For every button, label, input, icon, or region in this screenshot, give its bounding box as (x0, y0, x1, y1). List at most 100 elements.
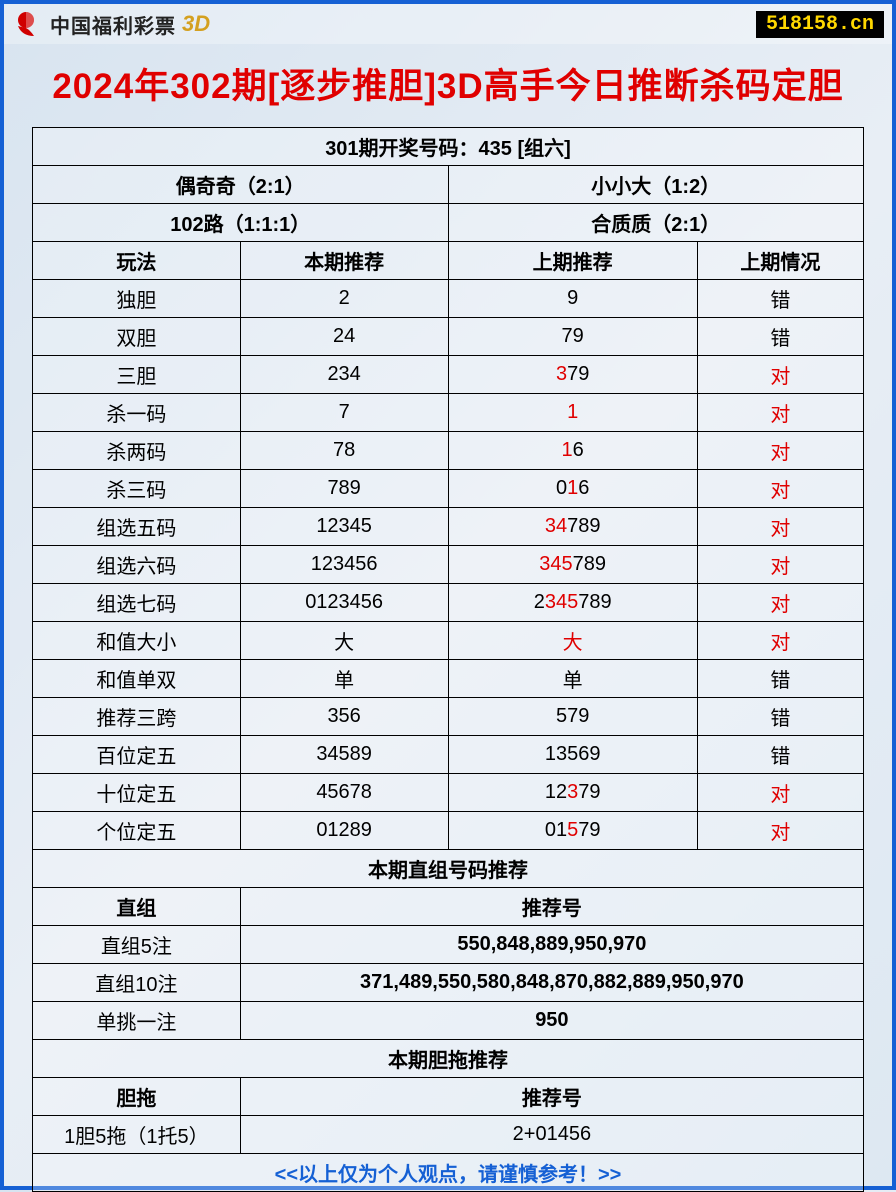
method-cell: 和值大小 (33, 622, 241, 660)
status-cell: 对 (697, 546, 863, 584)
combo-label: 直组5注 (33, 926, 241, 964)
prev-cell: 大 (448, 622, 697, 660)
method-cell: 杀三码 (33, 470, 241, 508)
table-row: 三胆234379对 (33, 356, 864, 394)
table-row: 个位定五0128901579对 (33, 812, 864, 850)
col-header-prev: 上期推荐 (448, 242, 697, 280)
prev-cell: 379 (448, 356, 697, 394)
footer-note: <<以上仅为个人观点，请谨慎参考！>> (33, 1154, 864, 1192)
status-cell: 错 (697, 660, 863, 698)
prev-cell: 345789 (448, 546, 697, 584)
col-header-current: 本期推荐 (240, 242, 448, 280)
method-cell: 组选五码 (33, 508, 241, 546)
current-cell: 123456 (240, 546, 448, 584)
table-row: 直组10注371,489,550,580,848,870,882,889,950… (33, 964, 864, 1002)
table-row: 组选七码01234562345789对 (33, 584, 864, 622)
summary-odd-even: 偶奇奇（2:1） (33, 166, 449, 204)
table-row: 十位定五4567812379对 (33, 774, 864, 812)
section2-col-right: 推荐号 (240, 888, 863, 926)
logo-suffix: 3D (182, 11, 210, 37)
table-row: 杀两码7816对 (33, 432, 864, 470)
page-title: 2024年302期[逐步推胆]3D高手今日推断杀码定胆 (4, 44, 892, 127)
prev-cell: 79 (448, 318, 697, 356)
prev-cell: 016 (448, 470, 697, 508)
lottery-logo-icon (12, 8, 44, 40)
current-cell: 2 (240, 280, 448, 318)
method-cell: 三胆 (33, 356, 241, 394)
section3-col-right: 推荐号 (240, 1078, 863, 1116)
status-cell: 错 (697, 280, 863, 318)
prev-cell: 12379 (448, 774, 697, 812)
summary-size: 小小大（1:2） (448, 166, 864, 204)
section2-title: 本期直组号码推荐 (33, 850, 864, 888)
status-cell: 对 (697, 432, 863, 470)
method-cell: 百位定五 (33, 736, 241, 774)
table-row: 杀三码789016对 (33, 470, 864, 508)
prev-cell: 9 (448, 280, 697, 318)
current-cell: 234 (240, 356, 448, 394)
prev-cell: 16 (448, 432, 697, 470)
current-cell: 0123456 (240, 584, 448, 622)
table-row: 组选六码123456345789对 (33, 546, 864, 584)
current-cell: 34589 (240, 736, 448, 774)
table-row: 独胆29错 (33, 280, 864, 318)
logo: 中国福利彩票 3D (12, 8, 210, 40)
current-cell: 24 (240, 318, 448, 356)
status-cell: 对 (697, 774, 863, 812)
status-cell: 错 (697, 698, 863, 736)
dan-label: 1胆5拖（1托5） (33, 1116, 241, 1154)
section3-title: 本期胆拖推荐 (33, 1040, 864, 1078)
draw-info: 301期开奖号码：435 [组六] (33, 128, 864, 166)
method-cell: 个位定五 (33, 812, 241, 850)
table-row: 单挑一注950 (33, 1002, 864, 1040)
method-cell: 十位定五 (33, 774, 241, 812)
combo-value: 371,489,550,580,848,870,882,889,950,970 (240, 964, 863, 1002)
table-row: 直组5注550,848,889,950,970 (33, 926, 864, 964)
current-cell: 12345 (240, 508, 448, 546)
summary-prime: 合质质（2:1） (448, 204, 864, 242)
header-bar: 中国福利彩票 3D 518158.cn (4, 4, 892, 44)
method-cell: 双胆 (33, 318, 241, 356)
table-row: 推荐三跨356579错 (33, 698, 864, 736)
site-badge: 518158.cn (756, 11, 884, 38)
col-header-status: 上期情况 (697, 242, 863, 280)
method-cell: 组选六码 (33, 546, 241, 584)
prev-cell: 01579 (448, 812, 697, 850)
prev-cell: 2345789 (448, 584, 697, 622)
prediction-table: 301期开奖号码：435 [组六] 偶奇奇（2:1） 小小大（1:2） 102路… (32, 127, 864, 1192)
table-row: 1胆5拖（1托5）2+01456 (33, 1116, 864, 1154)
table-row: 杀一码71对 (33, 394, 864, 432)
method-cell: 独胆 (33, 280, 241, 318)
status-cell: 错 (697, 318, 863, 356)
method-cell: 和值单双 (33, 660, 241, 698)
col-header-method: 玩法 (33, 242, 241, 280)
status-cell: 对 (697, 812, 863, 850)
status-cell: 对 (697, 622, 863, 660)
current-cell: 789 (240, 470, 448, 508)
dan-value: 2+01456 (240, 1116, 863, 1154)
prev-cell: 1 (448, 394, 697, 432)
status-cell: 对 (697, 470, 863, 508)
method-cell: 杀两码 (33, 432, 241, 470)
method-cell: 推荐三跨 (33, 698, 241, 736)
table-row: 和值单双单单错 (33, 660, 864, 698)
prev-cell: 579 (448, 698, 697, 736)
section2-col-left: 直组 (33, 888, 241, 926)
table-row: 双胆2479错 (33, 318, 864, 356)
summary-route: 102路（1:1:1） (33, 204, 449, 242)
current-cell: 356 (240, 698, 448, 736)
method-cell: 杀一码 (33, 394, 241, 432)
table-row: 百位定五3458913569错 (33, 736, 864, 774)
combo-label: 直组10注 (33, 964, 241, 1002)
current-cell: 01289 (240, 812, 448, 850)
current-cell: 大 (240, 622, 448, 660)
combo-value: 550,848,889,950,970 (240, 926, 863, 964)
method-cell: 组选七码 (33, 584, 241, 622)
current-cell: 7 (240, 394, 448, 432)
status-cell: 对 (697, 584, 863, 622)
current-cell: 单 (240, 660, 448, 698)
prev-cell: 单 (448, 660, 697, 698)
status-cell: 对 (697, 508, 863, 546)
combo-value: 950 (240, 1002, 863, 1040)
section3-col-left: 胆拖 (33, 1078, 241, 1116)
